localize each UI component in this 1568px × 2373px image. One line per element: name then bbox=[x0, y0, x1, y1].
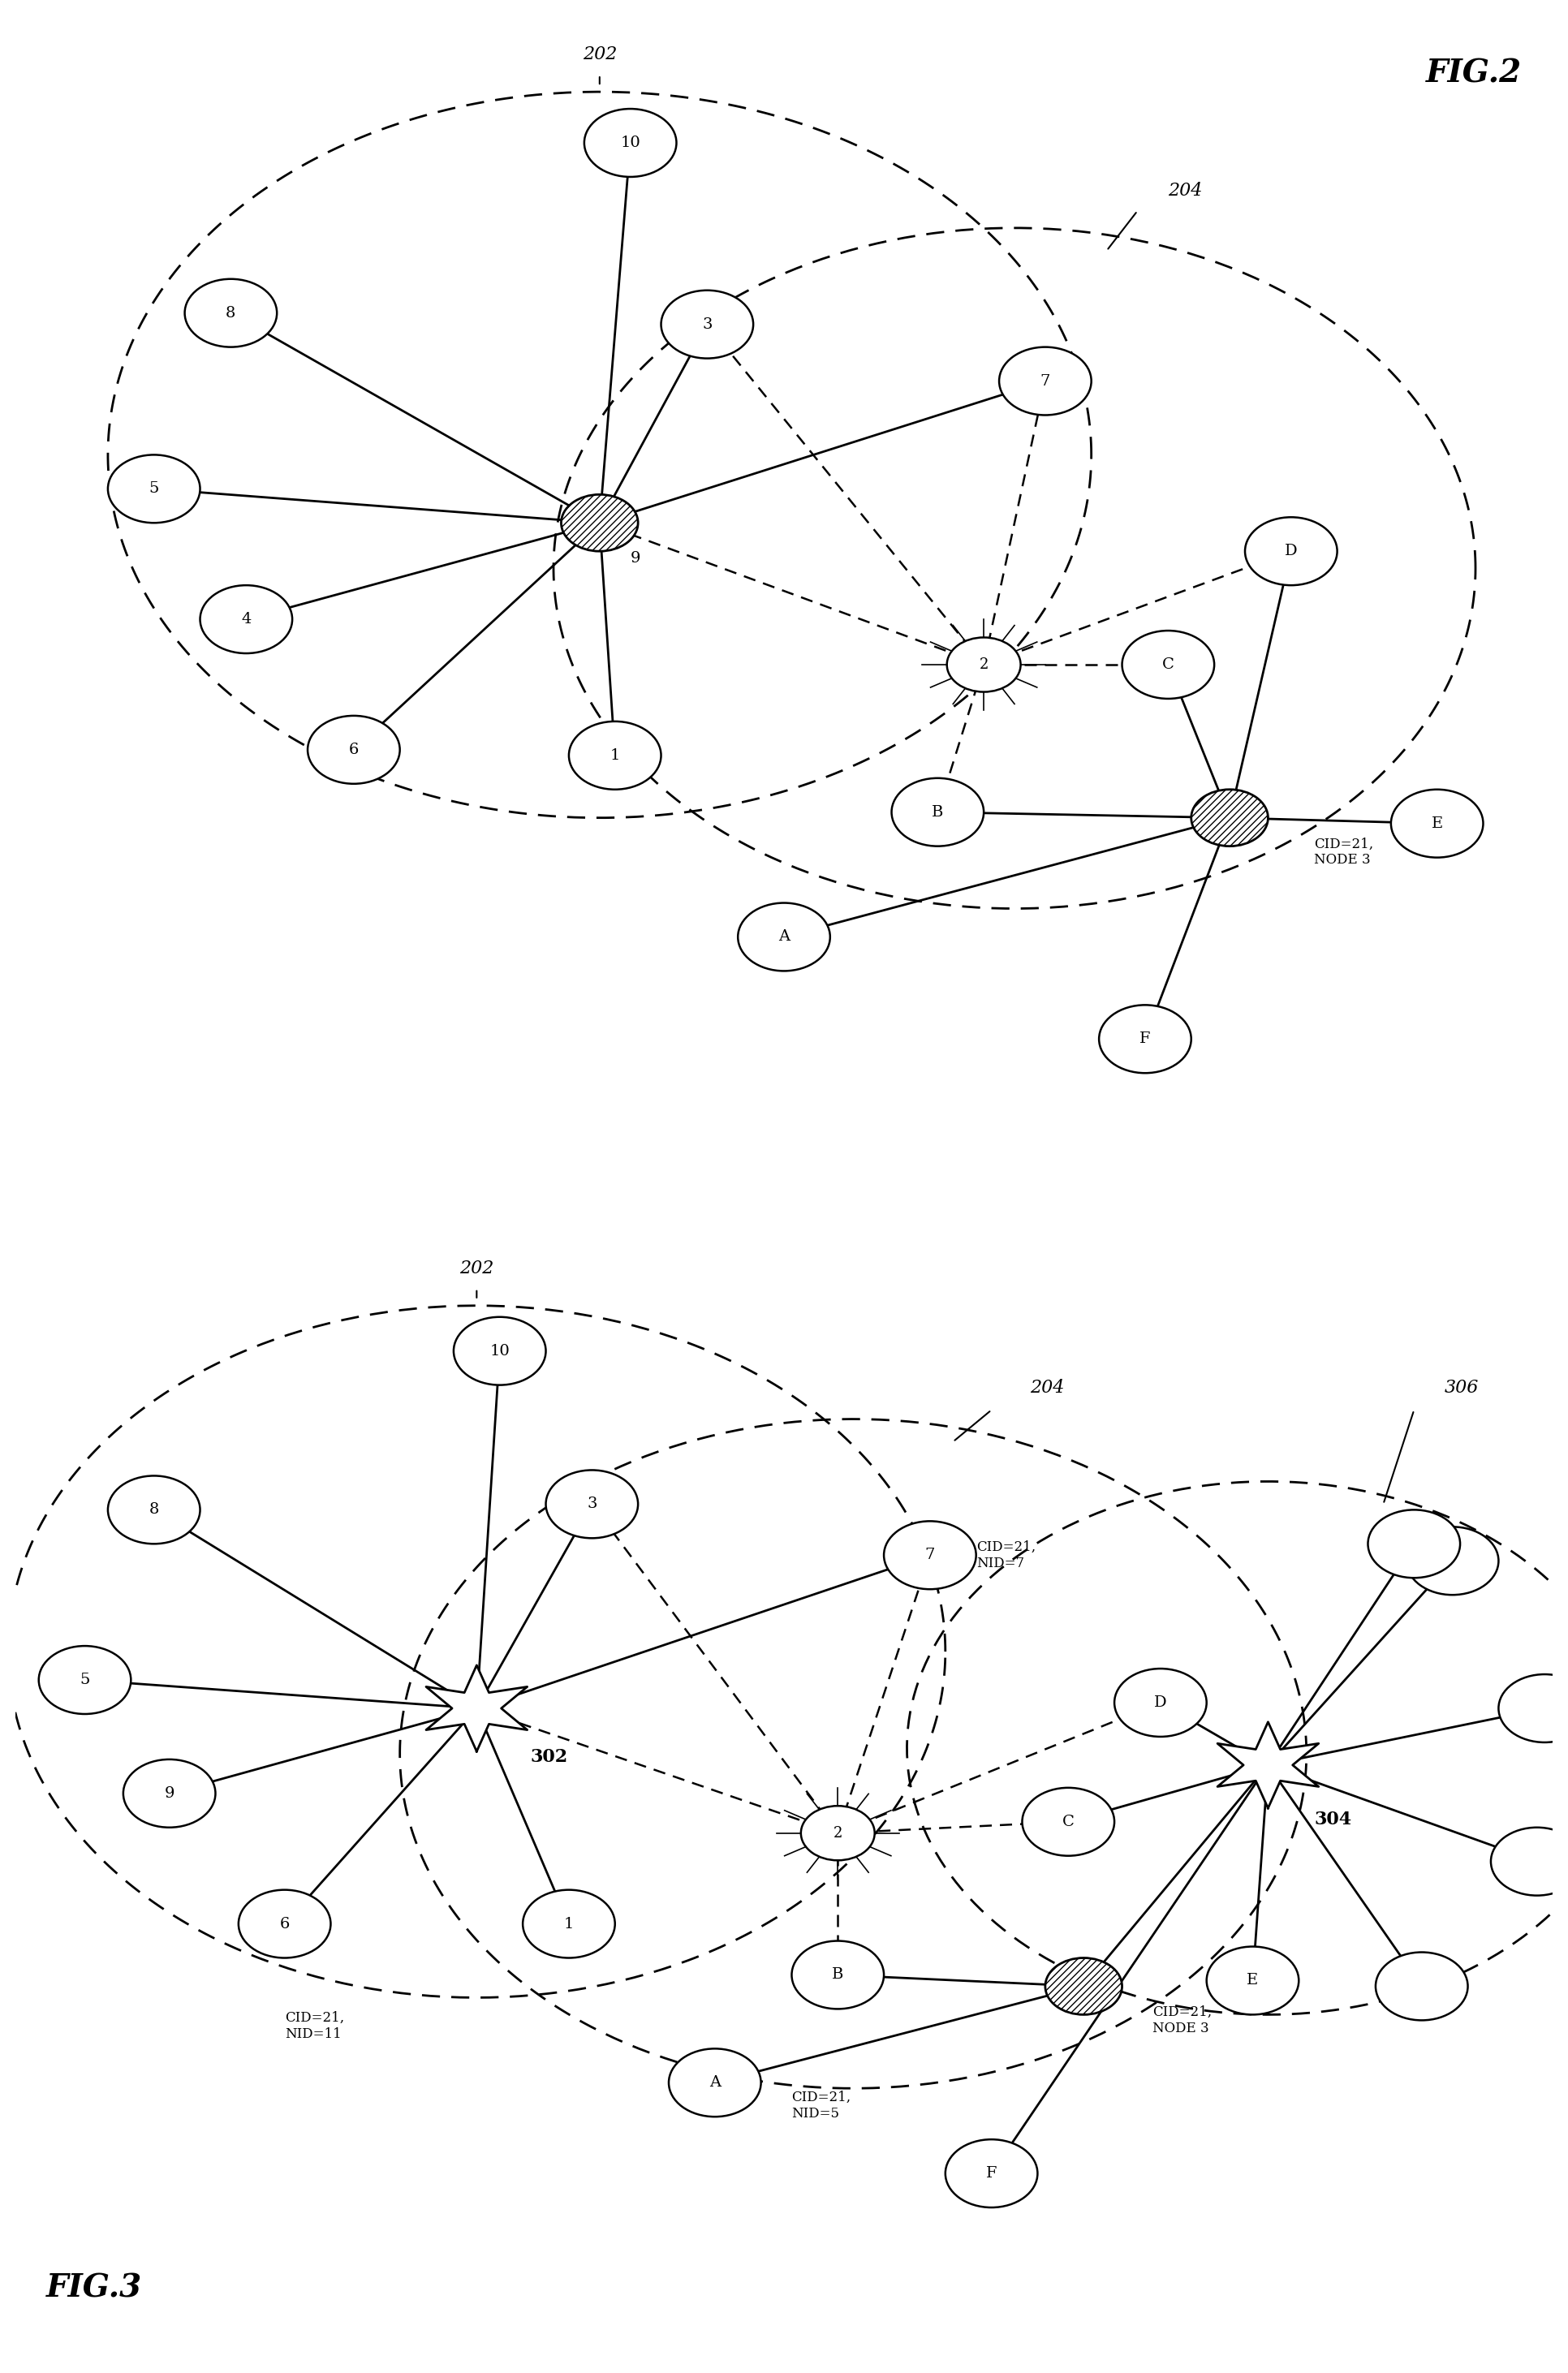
Text: 8: 8 bbox=[226, 306, 235, 320]
Circle shape bbox=[884, 1521, 975, 1590]
Text: 8: 8 bbox=[149, 1502, 158, 1516]
Text: 202: 202 bbox=[582, 45, 616, 64]
Polygon shape bbox=[426, 1666, 527, 1751]
Text: 10: 10 bbox=[489, 1343, 510, 1357]
Circle shape bbox=[670, 2048, 760, 2117]
Text: F: F bbox=[1140, 1032, 1151, 1046]
Text: A: A bbox=[778, 930, 790, 944]
Text: E: E bbox=[1432, 816, 1443, 831]
Circle shape bbox=[1192, 790, 1269, 847]
Text: CID=21,
NODE 3: CID=21, NODE 3 bbox=[1314, 838, 1374, 866]
Text: 6: 6 bbox=[279, 1917, 290, 1932]
Text: F: F bbox=[986, 2167, 997, 2181]
Circle shape bbox=[569, 721, 662, 790]
Text: 302: 302 bbox=[530, 1749, 568, 1766]
Text: 5: 5 bbox=[149, 482, 158, 496]
Text: C: C bbox=[1062, 1815, 1074, 1830]
Circle shape bbox=[546, 1471, 638, 1538]
Text: 3: 3 bbox=[702, 318, 712, 332]
Circle shape bbox=[1046, 1958, 1123, 2015]
Circle shape bbox=[39, 1647, 132, 1713]
Circle shape bbox=[522, 1889, 615, 1958]
Text: CID=21,
NID=7: CID=21, NID=7 bbox=[975, 1540, 1035, 1571]
Circle shape bbox=[739, 902, 829, 971]
Text: 1: 1 bbox=[564, 1917, 574, 1932]
Circle shape bbox=[946, 2140, 1038, 2207]
Circle shape bbox=[1099, 1006, 1192, 1073]
Text: D: D bbox=[1154, 1694, 1167, 1711]
Circle shape bbox=[124, 1758, 215, 1827]
Circle shape bbox=[307, 717, 400, 783]
Text: 7: 7 bbox=[925, 1547, 935, 1561]
Text: B: B bbox=[833, 1967, 844, 1981]
Circle shape bbox=[662, 290, 753, 358]
Text: A: A bbox=[709, 2076, 721, 2091]
Text: 10: 10 bbox=[621, 135, 640, 149]
Text: 306: 306 bbox=[1444, 1379, 1479, 1395]
Text: 304: 304 bbox=[1314, 1811, 1352, 1827]
Text: CID=21,
NID=11: CID=21, NID=11 bbox=[285, 2010, 343, 2041]
Circle shape bbox=[561, 494, 638, 551]
Text: 2: 2 bbox=[833, 1825, 842, 1841]
Circle shape bbox=[201, 586, 292, 653]
Circle shape bbox=[1491, 1827, 1568, 1896]
Text: FIG.3: FIG.3 bbox=[47, 2273, 143, 2304]
Circle shape bbox=[108, 456, 201, 522]
Circle shape bbox=[1375, 1953, 1468, 2019]
Circle shape bbox=[1406, 1526, 1499, 1595]
Circle shape bbox=[892, 778, 983, 847]
Circle shape bbox=[1123, 631, 1214, 698]
Text: FIG.2: FIG.2 bbox=[1425, 57, 1521, 88]
Circle shape bbox=[561, 494, 638, 551]
Text: B: B bbox=[931, 804, 944, 819]
Circle shape bbox=[792, 1941, 884, 2010]
Text: 204: 204 bbox=[1030, 1379, 1065, 1395]
Text: 202: 202 bbox=[459, 1260, 494, 1277]
Text: 1: 1 bbox=[610, 747, 619, 762]
Text: 4: 4 bbox=[241, 612, 251, 626]
Text: 5: 5 bbox=[80, 1673, 89, 1687]
Text: 2: 2 bbox=[978, 657, 988, 672]
Circle shape bbox=[238, 1889, 331, 1958]
Circle shape bbox=[1499, 1675, 1568, 1742]
Circle shape bbox=[801, 1806, 875, 1860]
Circle shape bbox=[1192, 790, 1269, 847]
Text: CID=21,
NODE 3: CID=21, NODE 3 bbox=[1152, 2005, 1212, 2036]
Circle shape bbox=[453, 1317, 546, 1386]
Circle shape bbox=[108, 1476, 201, 1545]
Circle shape bbox=[1207, 1946, 1298, 2015]
Circle shape bbox=[1367, 1509, 1460, 1578]
Text: 9: 9 bbox=[630, 551, 640, 565]
Text: 3: 3 bbox=[586, 1497, 597, 1512]
Circle shape bbox=[585, 109, 676, 178]
Circle shape bbox=[1115, 1668, 1207, 1737]
Text: D: D bbox=[1284, 543, 1297, 558]
Circle shape bbox=[947, 638, 1021, 693]
Text: CID=21,
NID=5: CID=21, NID=5 bbox=[792, 2091, 851, 2119]
Text: 6: 6 bbox=[348, 743, 359, 757]
Text: C: C bbox=[1162, 657, 1174, 672]
Circle shape bbox=[1245, 517, 1338, 586]
Text: 204: 204 bbox=[1168, 183, 1203, 199]
Circle shape bbox=[1022, 1787, 1115, 1856]
Circle shape bbox=[1046, 1958, 1123, 2015]
Text: E: E bbox=[1247, 1974, 1259, 1989]
Circle shape bbox=[999, 346, 1091, 415]
Text: 7: 7 bbox=[1040, 375, 1051, 389]
Circle shape bbox=[185, 280, 278, 346]
Polygon shape bbox=[1217, 1723, 1319, 1808]
Circle shape bbox=[1391, 790, 1483, 857]
Text: 9: 9 bbox=[165, 1787, 174, 1801]
